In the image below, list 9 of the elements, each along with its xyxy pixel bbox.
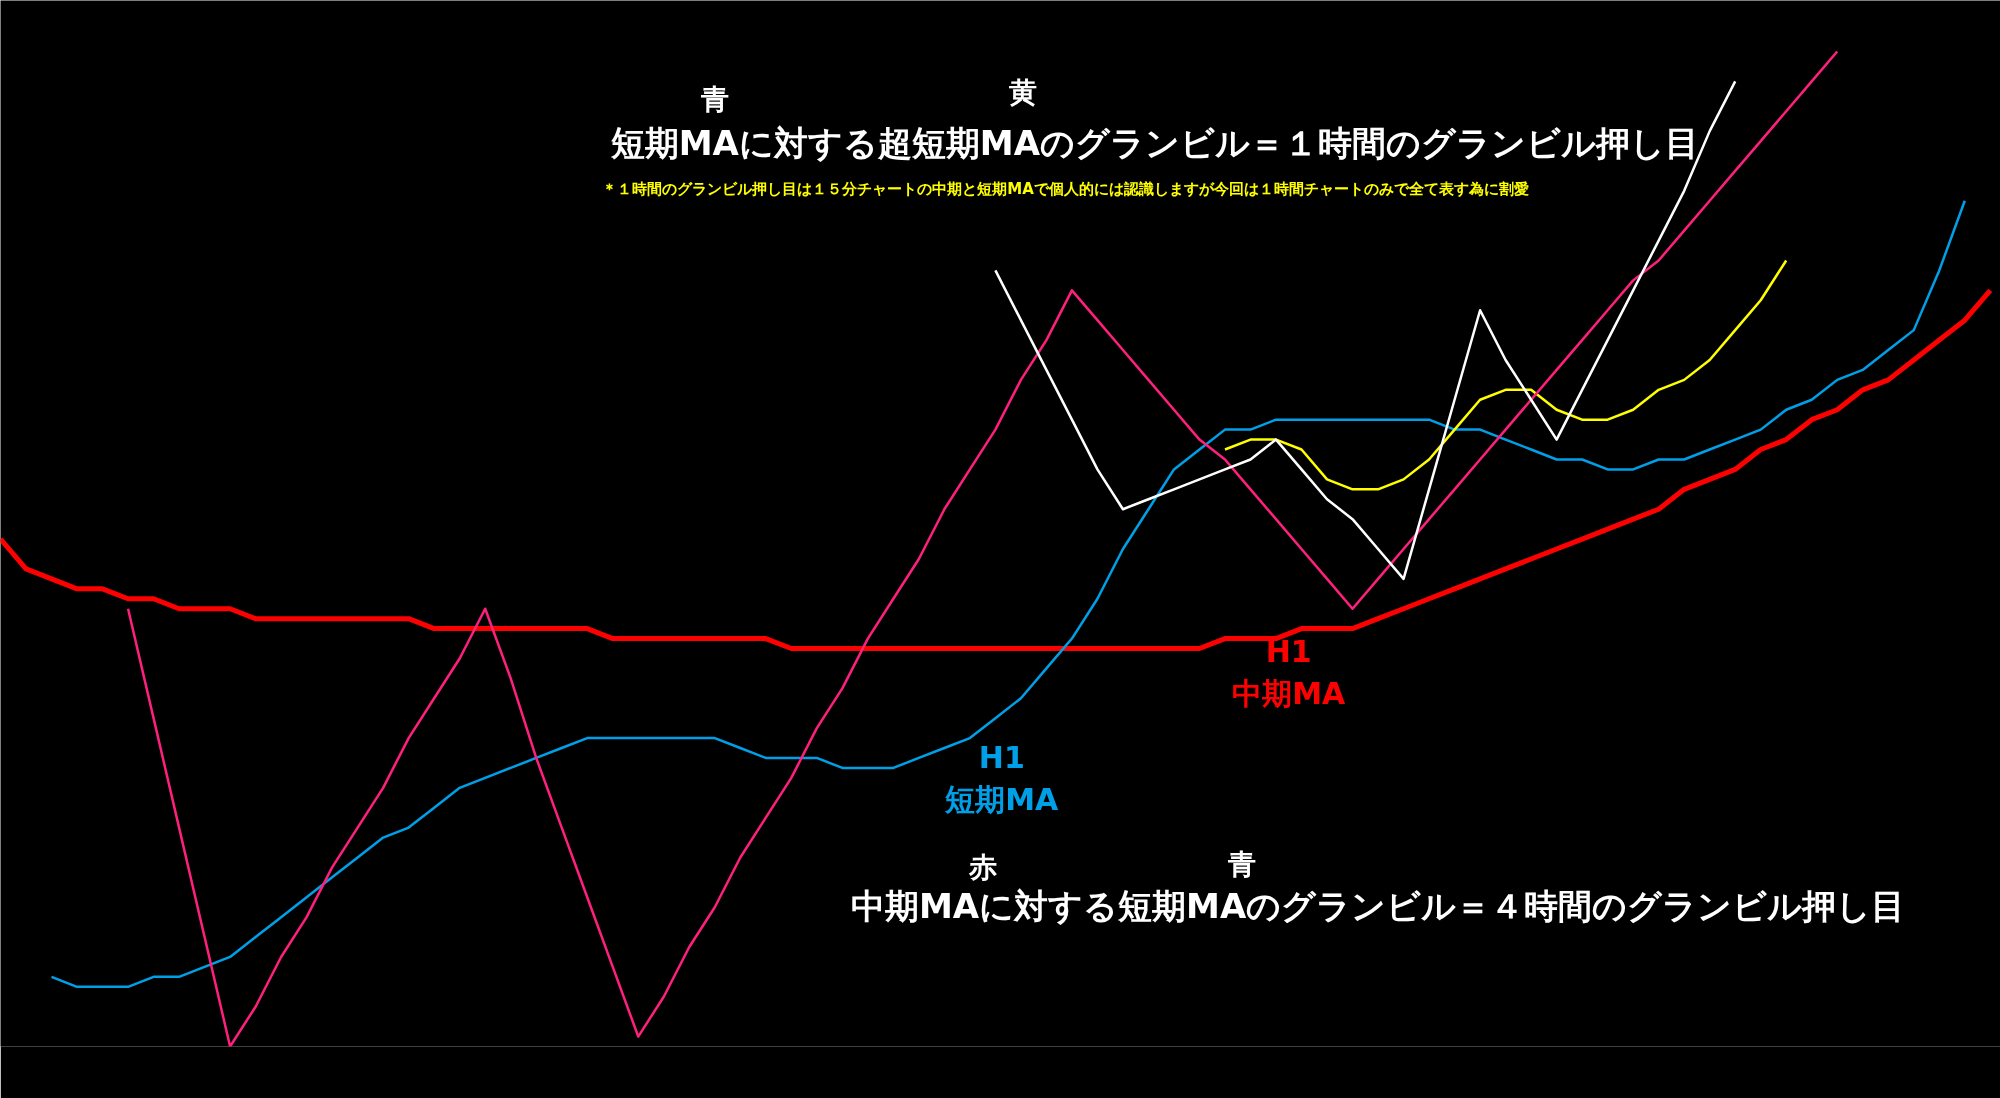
annotation: ＊１時間のグランビル押し目は１５分チャートの中期と短期MAで個人的には認識しますが今回は１時間チャートのみで全て表す為に割愛: [602, 180, 1529, 199]
annotation: 赤: [967, 851, 997, 885]
annotation: 中期MAに対する短期MAのグランビル＝４時間のグランビル押し目: [850, 886, 1906, 927]
annotation: 青: [699, 83, 729, 117]
annotation: 黄: [1008, 75, 1038, 109]
series-label: H1 短期MA: [944, 740, 1060, 818]
text: 短期MAに対する超短期MAのグランビル＝１時間のグランビル押し目: [609, 123, 1699, 164]
series-label: H1 中期MA: [1232, 634, 1347, 712]
annotation: 青: [1226, 847, 1256, 881]
